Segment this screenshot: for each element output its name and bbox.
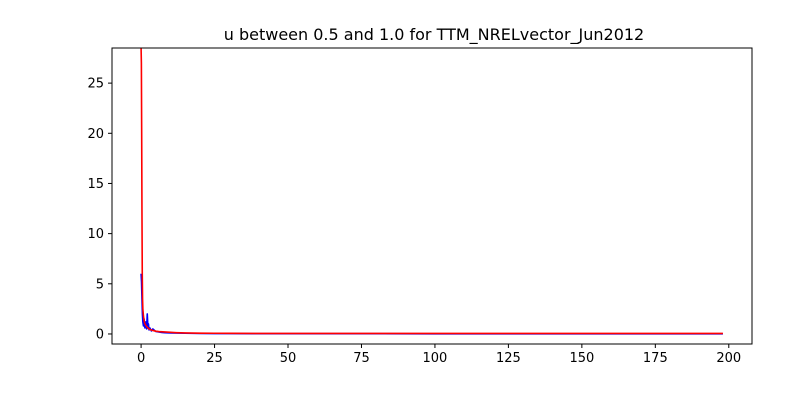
y-tick-label: 0 — [96, 327, 104, 342]
series-group — [140, 48, 723, 335]
y-tick-label: 20 — [87, 127, 104, 142]
y-tick-label: 10 — [87, 227, 104, 242]
y-tick-label: 25 — [87, 77, 104, 92]
series-line-1 — [140, 273, 723, 335]
plot-area — [140, 48, 723, 335]
chart-title: u between 0.5 and 1.0 for TTM_NRELvector… — [224, 25, 644, 45]
x-tick-label: 175 — [643, 351, 668, 366]
axes-frame — [111, 47, 753, 345]
y-tick-label: 15 — [87, 177, 104, 192]
x-tick-label: 150 — [569, 351, 594, 366]
x-tick-label: 100 — [423, 351, 448, 366]
x-tick-label: 0 — [137, 351, 145, 366]
x-tick-label: 200 — [716, 351, 741, 366]
y-tick-label: 5 — [96, 277, 104, 292]
x-tick-label: 75 — [353, 351, 370, 366]
x-tick-label: 125 — [496, 351, 521, 366]
x-tick-label: 50 — [280, 351, 297, 366]
series-line-2 — [140, 48, 723, 335]
axes: 0 25 50 75 100 125 150 175 200 0 5 10 15 20 25 — [87, 47, 753, 366]
x-tick-label: 25 — [206, 351, 223, 366]
